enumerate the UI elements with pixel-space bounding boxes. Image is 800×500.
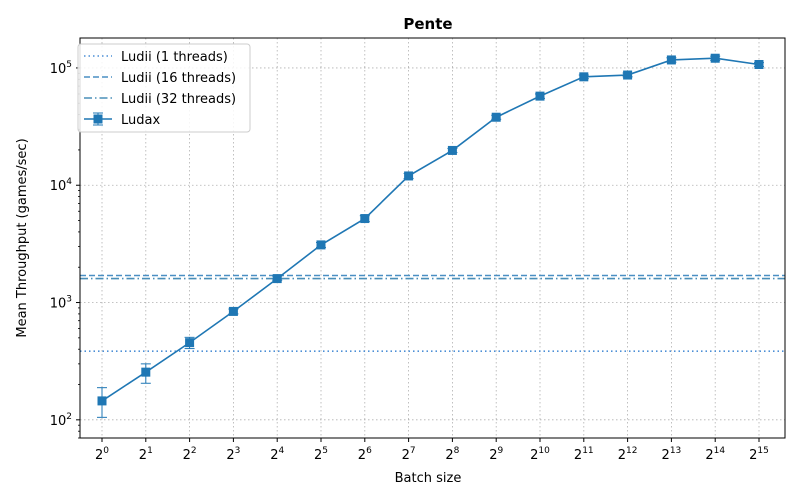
legend-label: Ludii (1 threads) [121,50,228,65]
grid [80,38,785,438]
y-tick-exponent: 4 [66,177,72,187]
legend-swatch-marker [93,114,103,124]
data-point [491,112,501,122]
legend: Ludii (1 threads) Ludii (16 threads) Ludii… [77,43,251,133]
data-point [754,59,764,69]
reference-lines [80,274,785,352]
data-point [579,72,589,82]
x-tick-exponent: 1 [147,446,153,456]
x-tick-exponent: 10 [538,446,550,456]
data-point [535,91,545,101]
legend-box [77,43,251,133]
y-tick-exponent: 5 [66,60,72,70]
data-point [623,70,633,80]
x-tick-exponent: 15 [757,446,768,456]
data-point [228,306,238,316]
x-tick-exponent: 12 [626,446,637,456]
x-tick-exponent: 0 [103,446,109,456]
data-point [710,53,720,63]
data-point [666,55,676,65]
x-axis-label: Batch size [395,471,462,486]
data-point [447,145,457,155]
series-line [101,57,760,402]
x-tick-exponent: 4 [278,446,284,456]
data-point [316,240,326,250]
x-tick-exponent: 6 [366,446,372,456]
series [97,53,764,418]
data-point [272,274,282,284]
data-point [360,214,370,224]
data-point [97,396,107,406]
x-tick-exponent: 7 [410,446,416,456]
plot-frame [79,37,786,439]
x-tick-exponent: 9 [497,446,503,456]
x-tick-exponent: 5 [322,446,328,456]
y-tick-exponent: 3 [66,295,72,305]
chart-title: Pente [403,15,452,33]
y-tick-exponent: 2 [66,412,72,422]
x-tick-exponent: 13 [670,446,681,456]
x-tick-exponent: 2 [191,446,197,456]
x-tick-exponent: 8 [454,446,460,456]
x-tick-exponent: 14 [714,446,726,456]
x-tick-exponent: 11 [582,446,593,456]
legend-label: Ludax [121,113,160,128]
data-point [404,171,414,181]
legend-label: Ludii (16 threads) [121,71,236,86]
y-axis-label: Mean Throughput (games/sec) [15,138,30,337]
data-point [185,338,195,348]
legend-label: Ludii (32 threads) [121,92,236,107]
data-point [141,367,151,377]
x-tick-exponent: 3 [235,446,241,456]
